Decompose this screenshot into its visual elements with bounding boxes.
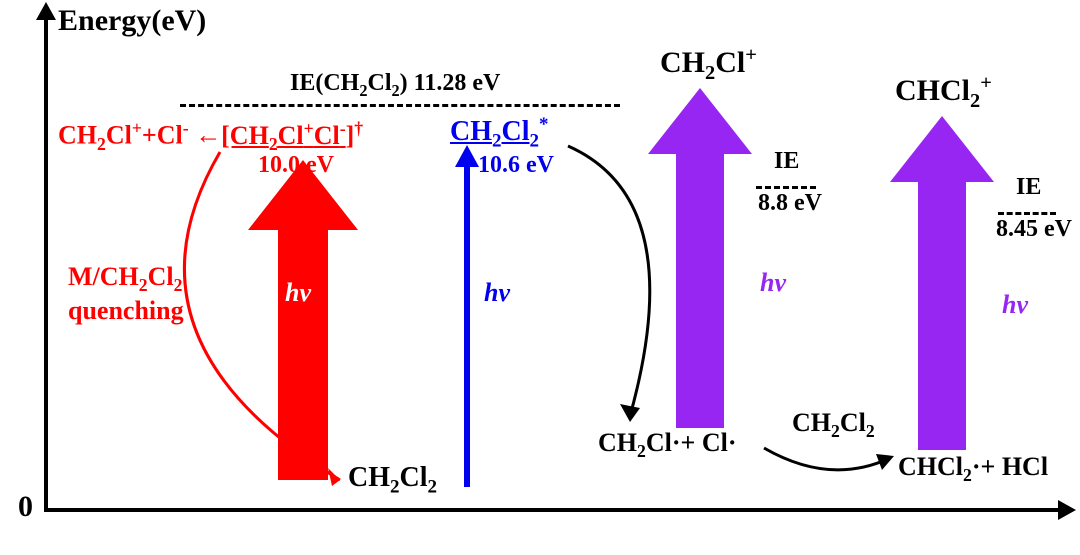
y-axis-arrowhead (36, 2, 56, 20)
blue-hv-label: hν (484, 278, 510, 308)
blue-thin-arrow (452, 145, 482, 487)
purple1-fat-arrow (648, 88, 752, 428)
purple2-bottom-label: CHCl2·+ HCl (898, 452, 1048, 486)
y-axis (44, 10, 48, 510)
purple2-fat-arrow (890, 116, 994, 450)
purple1-top-label: CH2Cl+ (660, 44, 757, 85)
x-axis-arrowhead (1058, 500, 1076, 520)
purple2-ie-value: 8.45 eV (996, 216, 1072, 243)
purple1-ie-value: 8.8 eV (758, 190, 822, 217)
zero-label: 0 (18, 490, 33, 524)
purple1-ie-dash (756, 186, 816, 189)
ie-dashed-line (180, 104, 620, 107)
ie-line-label: IE(CH2Cl2) IE(CH₂Cl₂) 11.28 eV11.28 eV (290, 70, 500, 101)
purple1-hv-label: hν (760, 268, 786, 298)
y-axis-label: Energy(eV) (58, 4, 206, 38)
x-axis (44, 508, 1064, 512)
black-reaction-curve (760, 440, 900, 490)
purple2-hv-label: hν (1002, 290, 1028, 320)
blue-energy-label: 10.6 eV (478, 152, 554, 179)
purple1-ie-label: IE (774, 148, 799, 175)
purple1-bottom-label: CH2Cl·+ Cl· (598, 428, 737, 462)
red-quench-label: M/CH2Cl2quenching (68, 262, 184, 325)
purple2-ie-label: IE (1016, 174, 1041, 201)
purple2-ie-dash (998, 212, 1056, 215)
purple2-top-label: CHCl2+ (895, 72, 992, 113)
reaction-side-label: CH2Cl2 (792, 408, 875, 442)
